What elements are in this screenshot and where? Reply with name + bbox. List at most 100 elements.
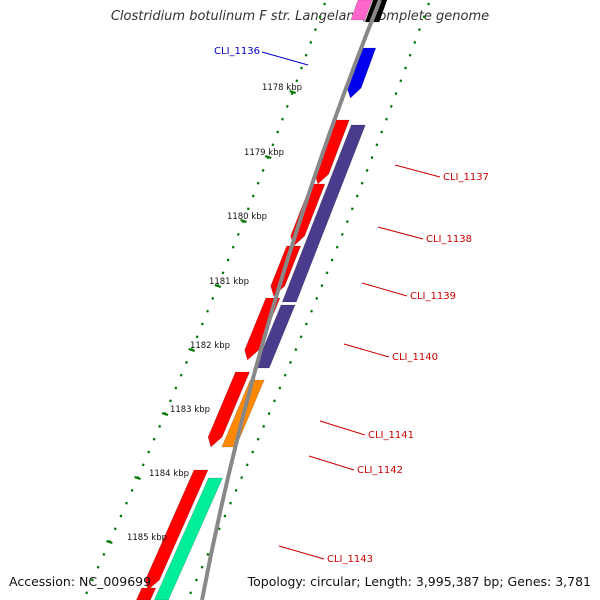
inner-tick-mark [251,450,255,454]
gene-label-cli-1142[interactable]: CLI_1142 [357,465,403,476]
outer-tick-ring [85,2,326,595]
gene-label-cli-1141[interactable]: CLI_1141 [368,430,414,441]
gene-label-cli-1139[interactable]: CLI_1139 [410,291,456,302]
kbp-major-tick [134,476,141,480]
gene-feature[interactable] [254,304,296,369]
outer-tick-mark [261,168,265,172]
outer-tick-mark [226,258,230,262]
kbp-major-tick [289,90,296,94]
outer-tick-mark [271,143,275,147]
kbp-major-tick [161,412,169,416]
inner-tick-mark [289,360,292,364]
inner-tick-mark [267,412,271,416]
outer-tick-mark [300,66,303,70]
genome-backbone [200,0,382,600]
outer-tick-mark [276,130,280,134]
inner-tick-mark [370,156,374,160]
outer-tick-mark [119,514,123,518]
gene-label-cli-1137[interactable]: CLI_1137 [443,172,489,183]
inner-tick-mark [299,335,303,339]
inner-tick-mark [340,232,344,236]
kbp-tick-label: 1182 kbp [190,341,230,351]
outer-tick-mark [185,360,188,364]
inner-tick-mark [304,322,308,326]
kbp-major-tick [106,540,113,544]
inner-tick-mark [200,565,204,569]
inner-tick-mark [320,284,324,288]
kbp-tick-label: 1180 kbp [227,212,267,222]
outer-tick-mark [174,386,178,390]
outer-tick-mark [179,373,183,377]
outer-tick-mark [304,53,308,57]
gene-label-cli-1136[interactable]: CLI_1136 [214,46,260,57]
kbp-tick-label: 1184 kbp [149,469,189,479]
leader-line [308,455,355,471]
gene-feature[interactable] [290,183,326,247]
leader-line [377,226,424,240]
outer-tick-mark [251,194,255,198]
inner-tick-mark [404,66,407,70]
outer-tick-mark [236,232,240,236]
outer-tick-mark [152,437,156,441]
outer-tick-mark [102,552,106,556]
inner-tick-mark [245,463,249,467]
outer-tick-mark [141,463,145,467]
inner-tick-mark [206,552,210,556]
outer-tick-mark [90,578,94,582]
topology-summary-text: Topology: circular; Length: 3,995,387 bp… [247,574,591,589]
inner-tick-mark [335,245,339,249]
accession-text: Accession: NC_009699 [9,574,152,589]
outer-tick-mark [130,488,134,492]
inner-tick-mark [427,2,430,6]
gene-feature[interactable] [154,477,223,600]
gene-feature[interactable] [207,371,251,448]
kbp-major-tick [188,348,195,352]
outer-tick-mark [281,117,284,121]
inner-tick-mark [315,296,319,300]
outer-tick-mark [158,424,162,428]
leader-line [278,545,325,560]
inner-tick-mark [345,220,349,224]
inner-tick-mark [229,501,232,505]
leader-line [319,420,366,436]
outer-tick-mark [256,181,260,185]
inner-tick-mark [194,578,198,582]
inner-tick-mark [273,399,276,403]
inner-tick-mark [422,15,426,19]
inner-tick-mark [355,194,359,198]
outer-tick-mark [200,322,204,326]
inner-tick-mark [278,386,282,390]
kbp-major-tick [214,284,222,288]
outer-tick-mark [85,591,89,595]
gene-label-cli-1143[interactable]: CLI_1143 [327,554,373,565]
inner-tick-mark [310,309,313,313]
gene-feature[interactable] [145,469,209,591]
leader-line [394,164,441,178]
kbp-tick-label: 1185 kbp [127,533,167,543]
outer-tick-mark [314,28,317,32]
outer-tick-mark [147,450,151,454]
gene-label-cli-1138[interactable]: CLI_1138 [426,234,472,245]
leader-line [261,51,309,66]
inner-tick-mark [350,207,354,211]
gene-feature[interactable] [136,587,157,600]
inner-tick-mark [365,168,369,172]
inner-tick-ring [189,2,430,595]
outer-tick-mark [206,309,209,313]
inner-tick-mark [325,271,329,275]
gene-feature[interactable] [350,0,373,21]
kbp-tick-label: 1178 kbp [262,83,302,93]
gene-feature[interactable] [281,124,366,303]
gene-label-cli-1140[interactable]: CLI_1140 [392,352,438,363]
kbp-tick-label: 1179 kbp [244,148,284,158]
outer-tick-mark [246,207,250,211]
kbp-major-tick [264,155,272,159]
kbp-major-tick [240,219,247,223]
inner-tick-mark [262,424,266,428]
inner-tick-mark [399,79,403,83]
outer-tick-mark [231,245,235,249]
leader-line [361,282,408,297]
kbp-tick-labels: 1178 kbp 1179 kbp 1180 kbp 1181 kbp 1182… [127,83,302,543]
inner-tick-mark [283,373,287,377]
map-title: Clostridium botulinum F str. Langeland, … [110,9,490,24]
